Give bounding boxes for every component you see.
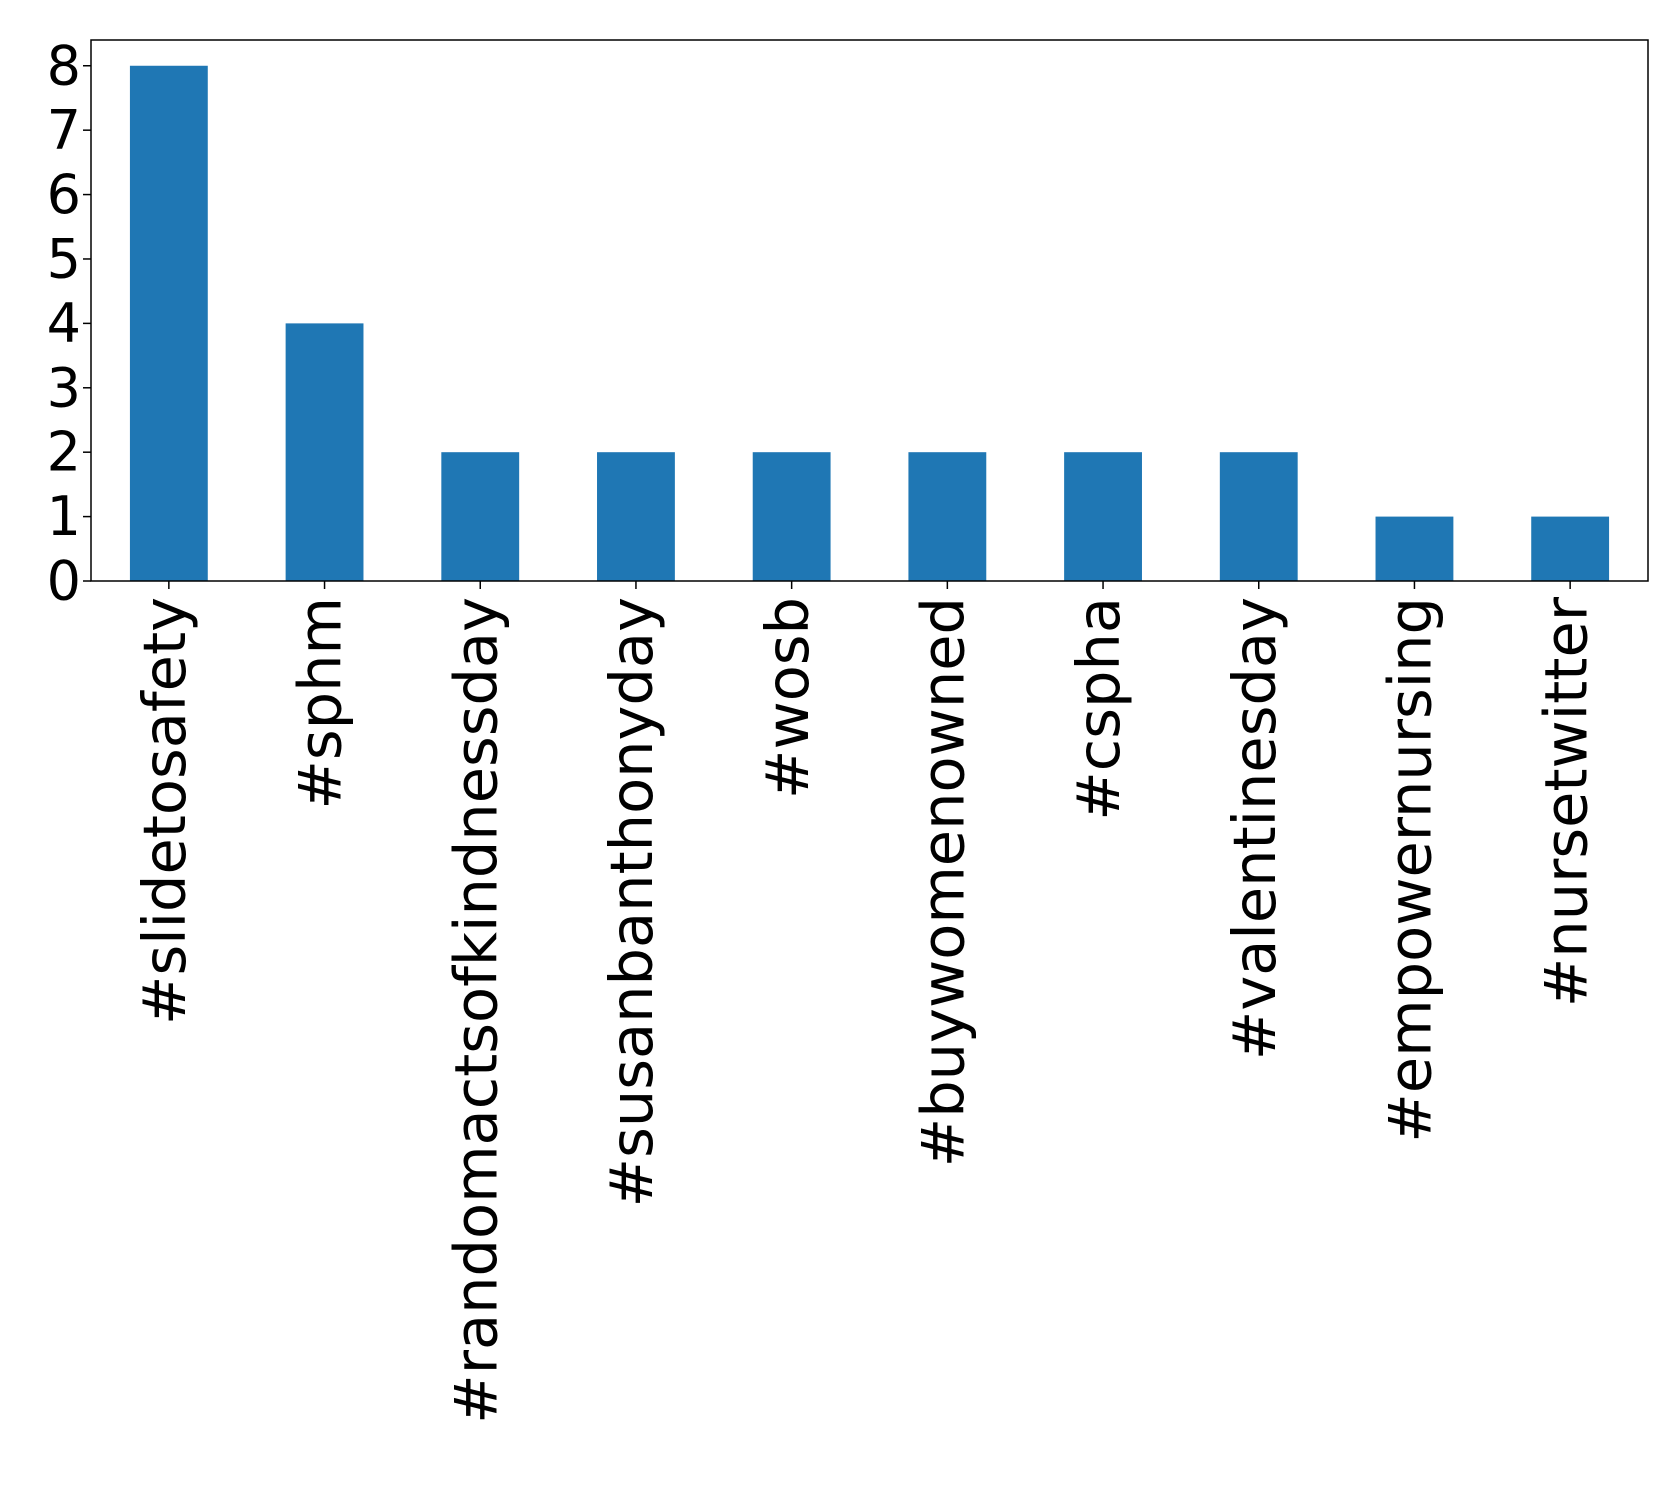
x-tick-label: #buywomenowned — [908, 597, 977, 1167]
bar — [908, 452, 987, 581]
bar — [752, 452, 831, 581]
x-tick-label: #randomactsofkindnessday — [441, 597, 510, 1424]
x-tick-label: #sphm — [286, 597, 355, 810]
bar — [597, 452, 675, 581]
x-tick-label: #nursetwitter — [1531, 596, 1600, 1007]
bar — [285, 323, 364, 581]
y-tick-label: 2 — [47, 421, 81, 484]
bar — [1531, 516, 1610, 581]
y-tick-label: 3 — [47, 356, 81, 419]
y-tick-label: 8 — [47, 34, 81, 97]
bar — [1219, 452, 1298, 581]
bar — [129, 65, 208, 581]
x-tick-label: #wosb — [753, 597, 822, 799]
x-tick-label: #empowernursing — [1376, 597, 1445, 1143]
bar — [1064, 452, 1142, 581]
plot-frame — [90, 39, 1649, 582]
x-tick-label: #slidetosafety — [130, 597, 199, 1025]
y-tick-label: 4 — [47, 292, 81, 355]
x-tick-label: #susanbanthonyday — [597, 597, 666, 1207]
x-tick-label: #valentinesday — [1220, 597, 1289, 1060]
y-tick-label: 0 — [47, 550, 81, 613]
y-tick-label: 7 — [47, 99, 81, 162]
y-tick-label: 6 — [47, 163, 81, 226]
y-tick-label: 5 — [47, 227, 81, 290]
x-tick-label: #cspha — [1064, 597, 1133, 821]
bar — [441, 452, 520, 581]
y-tick-label: 1 — [47, 485, 81, 548]
bar — [1375, 516, 1454, 581]
